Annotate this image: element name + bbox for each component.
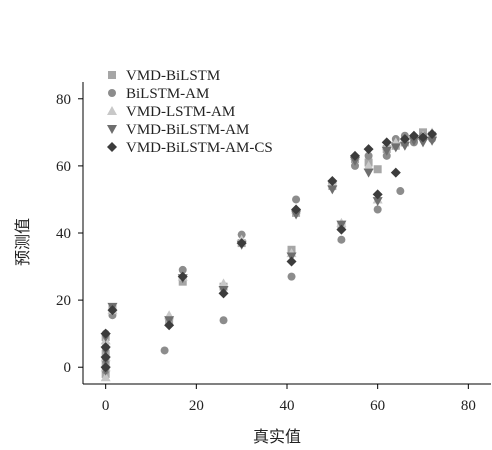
series-4 — [100, 129, 438, 373]
plot-area — [100, 127, 438, 382]
data-point — [350, 150, 360, 161]
data-point — [408, 136, 419, 146]
data-point — [408, 130, 419, 141]
series-1 — [101, 131, 437, 375]
data-point — [382, 151, 391, 160]
data-point — [100, 372, 111, 382]
x-tick-label: 60 — [370, 398, 385, 414]
legend-marker — [107, 106, 117, 115]
data-point — [327, 175, 338, 186]
data-point — [373, 205, 382, 214]
x-tick-label: 40 — [280, 398, 295, 414]
data-point — [350, 156, 360, 166]
legend-label: BiLSTM-AM — [126, 86, 209, 102]
data-point — [418, 132, 428, 143]
y-tick-label: 80 — [56, 92, 71, 108]
legend-marker — [108, 71, 116, 79]
data-point — [164, 320, 175, 331]
data-point — [178, 265, 187, 274]
data-point — [218, 288, 229, 299]
legend-item: VMD-BiLSTM — [108, 68, 220, 84]
data-point — [390, 143, 401, 153]
series-0 — [101, 128, 437, 378]
data-point — [327, 185, 338, 195]
data-point — [100, 328, 111, 339]
data-point — [336, 224, 347, 235]
data-point — [287, 272, 296, 281]
data-point — [177, 271, 188, 282]
x-ticks: 0 20 40 60 80 — [102, 384, 476, 414]
data-point — [373, 165, 382, 174]
y-tick-label: 0 — [64, 360, 72, 376]
data-point — [390, 167, 401, 178]
legend-item: VMD-BiLSTM-AM-CS — [107, 140, 273, 156]
legend-label: VMD-BiLSTM-AM-CS — [126, 140, 273, 156]
data-point — [399, 141, 410, 151]
data-point — [100, 362, 111, 373]
legend-marker — [107, 142, 117, 152]
data-point — [218, 278, 229, 288]
y-tick-label: 20 — [56, 293, 71, 309]
data-point — [291, 210, 302, 220]
data-point — [381, 146, 392, 156]
data-point — [160, 346, 169, 355]
x-tick-label: 0 — [102, 398, 110, 414]
data-point — [427, 129, 438, 140]
x-axis-title: 真实值 — [253, 428, 301, 446]
data-point — [381, 137, 392, 148]
data-point — [286, 256, 297, 267]
data-point — [219, 316, 228, 325]
y-axis-title: 预测值 — [14, 218, 32, 266]
data-point — [236, 238, 247, 249]
data-point — [363, 160, 374, 170]
data-point — [363, 144, 374, 155]
data-point — [337, 235, 346, 244]
legend-label: VMD-BiLSTM — [126, 68, 220, 84]
data-point — [100, 342, 111, 353]
legend-item: VMD-LSTM-AM — [107, 104, 235, 120]
data-point — [399, 134, 410, 145]
data-point — [372, 189, 383, 200]
y-ticks: 0 20 40 60 80 — [56, 92, 83, 376]
data-point — [427, 136, 438, 146]
legend-marker — [107, 125, 117, 134]
legend-item: VMD-BiLSTM-AM — [107, 122, 249, 138]
series-3 — [100, 136, 438, 376]
legend-label: VMD-BiLSTM-AM — [126, 122, 249, 138]
data-point — [107, 305, 118, 316]
data-point — [372, 197, 383, 207]
axes: 0 20 40 60 80 0 20 40 60 80 — [56, 82, 491, 414]
y-tick-label: 60 — [56, 159, 71, 175]
legend-item: BiLSTM-AM — [108, 86, 209, 102]
x-tick-label: 80 — [461, 398, 476, 414]
series-2 — [100, 127, 438, 382]
data-point — [364, 151, 373, 160]
legend: VMD-BiLSTM BiLSTM-AM VMD-LSTM-AM VMD-BiLSTM… — [107, 68, 273, 156]
y-tick-label: 40 — [56, 226, 71, 242]
x-tick-label: 20 — [189, 398, 204, 414]
data-point — [292, 195, 301, 204]
data-point — [237, 230, 246, 239]
data-point — [291, 204, 302, 215]
data-point — [418, 138, 428, 148]
data-point — [363, 168, 374, 178]
legend-marker — [108, 89, 116, 97]
data-point — [351, 161, 359, 170]
data-point — [396, 187, 405, 196]
legend-label: VMD-LSTM-AM — [126, 104, 235, 120]
data-point — [100, 352, 111, 363]
